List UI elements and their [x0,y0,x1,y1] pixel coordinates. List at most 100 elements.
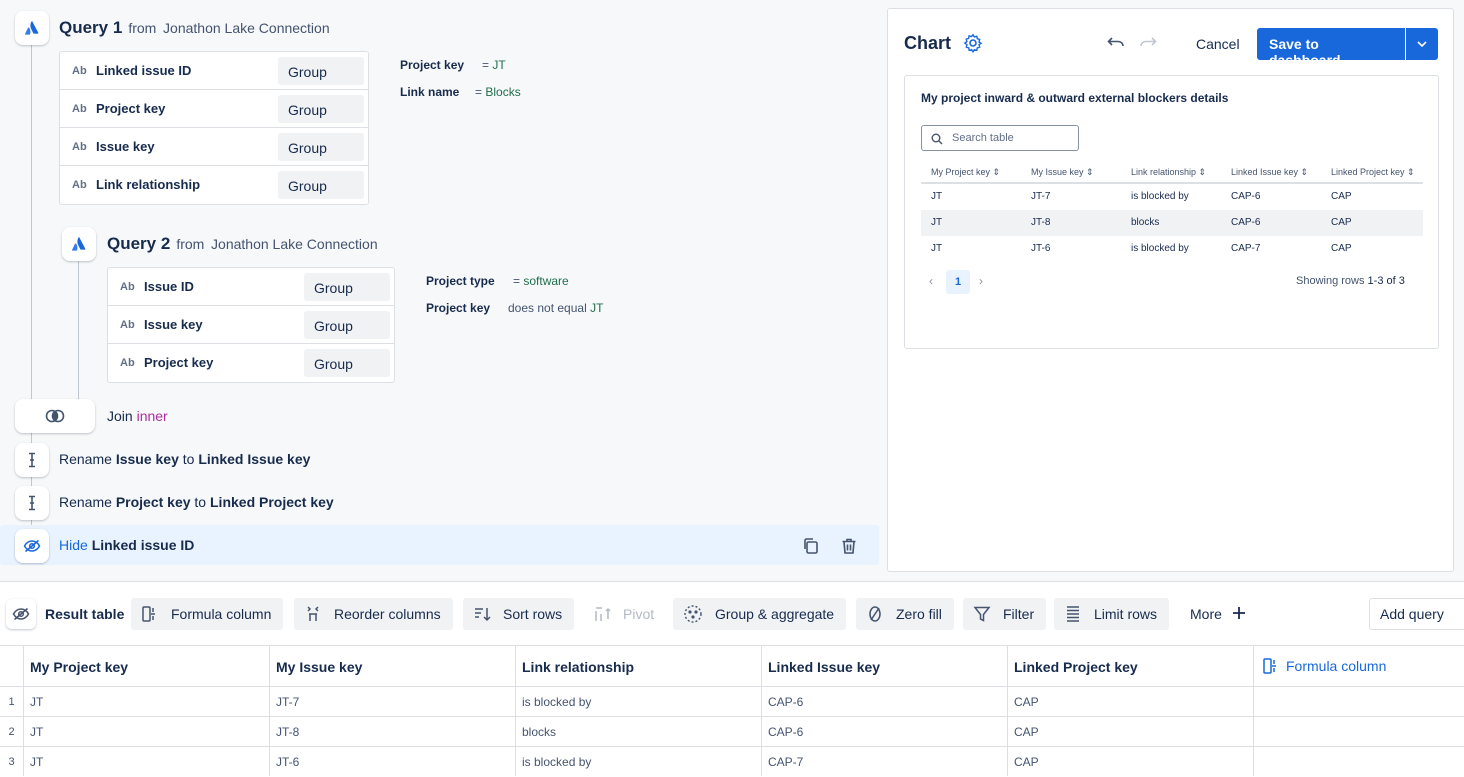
hide-step[interactable]: Hide Linked issue ID [59,537,195,553]
result-grid: My Project key My Issue key Link relatio… [0,645,1464,777]
filter-value[interactable]: = Blocks [475,85,521,99]
column-header[interactable]: Link relationship ⇕ [1131,167,1207,177]
group-aggregate-button[interactable]: Group & aggregate [673,598,847,630]
filter-icon [973,606,991,622]
filter-field[interactable]: Link name [400,85,460,99]
group-select[interactable]: Group [278,57,364,85]
column-header[interactable]: Linked Issue key ⇕ [1231,167,1309,177]
group-select[interactable]: Group [304,311,390,339]
flow-connector-line [78,260,79,400]
save-to-dashboard-button[interactable]: Save to dashboard [1257,28,1405,68]
eye-off-icon[interactable] [15,529,49,563]
column-header[interactable]: Linked Project key ⇕ [1331,167,1415,177]
rename-step[interactable]: Rename Project key to Linked Project key [59,494,334,510]
search-table-input[interactable]: Search table [921,125,1079,151]
page-1-button[interactable]: 1 [946,270,970,294]
next-page-chevron-icon[interactable]: › [979,274,983,288]
table-cell[interactable]: JT-6 [270,746,516,776]
filter-value[interactable]: = software [513,274,569,288]
join-venn-icon[interactable] [15,399,95,433]
table-cell[interactable]: CAP-6 [762,716,1008,746]
table-row: JT JT-6 is blocked by CAP-7 CAP [931,243,1352,254]
row-number: 3 [0,746,24,776]
table-cell[interactable]: is blocked by [516,686,762,716]
rename-cursor-icon[interactable] [15,486,49,520]
pivot-button[interactable]: Pivot [583,598,666,630]
cancel-button[interactable]: Cancel [1196,36,1240,52]
rename-cursor-icon[interactable] [15,443,49,477]
table-cell[interactable]: CAP [1008,716,1254,746]
table-cell[interactable]: blocks [516,716,762,746]
join-step[interactable]: Join inner [107,408,168,424]
add-query-button[interactable]: Add query [1369,598,1464,630]
more-button[interactable]: More [1190,606,1222,622]
table-cell[interactable]: CAP-6 [762,686,1008,716]
formula-column-button[interactable]: Formula column [131,598,284,630]
query-column-row[interactable]: Ab Project key Group [60,90,368,128]
group-select[interactable]: Group [278,171,364,199]
plus-icon[interactable] [1232,606,1246,625]
undo-icon[interactable] [1107,36,1125,55]
search-icon [931,132,943,150]
query-1-title: Query 1 from Jonathon Lake Connection [59,18,330,37]
row-number: 2 [0,716,24,746]
query-column-row[interactable]: Ab Issue key Group [108,306,394,344]
table-cell[interactable]: CAP [1008,746,1254,776]
group-select[interactable]: Group [278,95,364,123]
formula-column-header[interactable]: Formula column [1254,646,1464,686]
hide-step-row[interactable] [0,525,879,565]
duplicate-icon[interactable] [802,537,820,560]
sort-rows-button[interactable]: Sort rows [463,598,575,630]
query-column-row[interactable]: Ab Issue key Group [60,128,368,166]
table-cell[interactable] [1254,716,1464,746]
gear-icon[interactable] [963,33,983,58]
reorder-columns-button[interactable]: Reorder columns [294,598,453,630]
column-header[interactable]: My Project key ⇕ [931,167,1001,177]
query-column-row[interactable]: Ab Link relationship Group [60,166,368,204]
row-number: 1 [0,686,24,716]
table-cell[interactable]: CAP [1008,686,1254,716]
column-header[interactable]: My Project key [24,646,270,686]
save-options-chevron-icon[interactable] [1406,28,1438,60]
atlassian-logo-icon[interactable] [62,227,96,261]
column-header[interactable]: Linked Project key [1008,646,1254,686]
filter-field[interactable]: Project key [426,301,491,315]
filter-value[interactable]: = JT [482,58,506,72]
query-2-columns: Ab Issue ID Group Ab Issue key Group Ab Proje… [107,267,395,383]
atlassian-logo-icon[interactable] [15,11,49,45]
column-header[interactable]: Linked Issue key [762,646,1008,686]
sort-icon [475,608,491,622]
table-cell[interactable]: JT-7 [270,686,516,716]
table-cell[interactable]: JT [24,716,270,746]
table-cell[interactable]: CAP-7 [762,746,1008,776]
prev-page-chevron-icon[interactable]: ‹ [929,274,933,288]
query-column-row[interactable]: Ab Issue ID Group [108,268,394,306]
query-1-columns: Ab Linked issue ID Group Ab Project key Grou… [59,51,369,205]
limit-rows-button[interactable]: Limit rows [1054,598,1170,630]
column-header[interactable]: Link relationship [516,646,762,686]
table-cell[interactable] [1254,746,1464,776]
formula-column-icon [1263,658,1276,674]
trash-icon[interactable] [840,537,858,560]
group-select[interactable]: Group [304,349,390,377]
query-column-row[interactable]: Ab Linked issue ID Group [60,52,368,90]
filter-value[interactable]: does not equal JT [508,301,604,315]
group-select[interactable]: Group [304,273,390,301]
table-cell[interactable]: is blocked by [516,746,762,776]
query-column-row[interactable]: Ab Project key Group [108,344,394,382]
column-header[interactable]: My Issue key ⇕ [1031,167,1094,177]
filter-button[interactable]: Filter [963,598,1047,630]
group-select[interactable]: Group [278,133,364,161]
query-2-title: Query 2 from Jonathon Lake Connection [107,234,378,253]
filter-field[interactable]: Project key [400,58,465,72]
table-cell[interactable]: JT [24,686,270,716]
column-header[interactable]: My Issue key [270,646,516,686]
redo-icon[interactable] [1139,36,1157,55]
table-cell[interactable]: JT [24,746,270,776]
eye-off-icon[interactable] [6,599,36,629]
filter-field[interactable]: Project type [426,274,495,288]
table-cell[interactable] [1254,686,1464,716]
rename-step[interactable]: Rename Issue key to Linked Issue key [59,451,311,467]
zero-fill-button[interactable]: Zero fill [856,598,954,630]
table-cell[interactable]: JT-8 [270,716,516,746]
